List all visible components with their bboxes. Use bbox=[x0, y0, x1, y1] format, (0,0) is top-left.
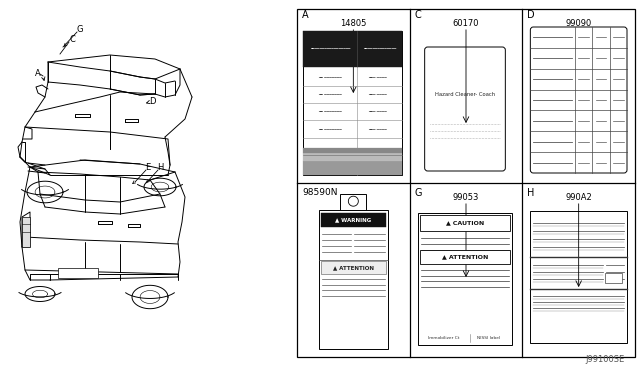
Text: A: A bbox=[35, 70, 41, 78]
Text: 99090: 99090 bbox=[566, 19, 592, 28]
Bar bbox=[303, 148, 402, 153]
Bar bbox=[321, 213, 386, 227]
Text: ─── ────: ─── ──── bbox=[367, 76, 387, 80]
Text: H: H bbox=[527, 188, 534, 198]
Text: ▲ ATTENTION: ▲ ATTENTION bbox=[333, 265, 374, 270]
Text: C: C bbox=[69, 35, 75, 45]
Text: G: G bbox=[77, 26, 83, 35]
Text: A: A bbox=[302, 10, 308, 20]
Text: ─────────────────: ───────────────── bbox=[310, 47, 351, 51]
Text: D: D bbox=[527, 10, 535, 20]
Bar bbox=[303, 161, 402, 175]
Bar bbox=[303, 153, 402, 161]
Bar bbox=[418, 213, 513, 345]
Text: ▲ ATTENTION: ▲ ATTENTION bbox=[442, 254, 488, 260]
Text: ─── ────: ─── ──── bbox=[367, 110, 387, 114]
Text: ─── ────: ─── ──── bbox=[367, 128, 387, 132]
Text: J99100SE: J99100SE bbox=[586, 355, 625, 364]
FancyBboxPatch shape bbox=[425, 47, 506, 171]
Text: 990A2: 990A2 bbox=[565, 192, 592, 202]
Text: 14805: 14805 bbox=[340, 19, 367, 28]
Text: ── ───────: ── ─────── bbox=[318, 76, 342, 80]
Bar bbox=[420, 215, 510, 231]
Text: E: E bbox=[145, 163, 150, 171]
Text: H: H bbox=[157, 163, 163, 171]
Text: C: C bbox=[415, 10, 421, 20]
Bar bbox=[303, 31, 402, 175]
Bar bbox=[531, 211, 627, 343]
Text: D: D bbox=[148, 97, 156, 106]
Text: NISSI label: NISSI label bbox=[477, 336, 500, 340]
Bar bbox=[340, 194, 366, 210]
Text: G: G bbox=[415, 188, 422, 198]
Bar bbox=[605, 273, 622, 283]
Text: ──────────────: ────────────── bbox=[364, 47, 397, 51]
Text: 99053: 99053 bbox=[453, 192, 479, 202]
Bar bbox=[319, 210, 388, 349]
Bar bbox=[420, 250, 510, 264]
Text: ── ───────: ── ─────── bbox=[318, 93, 342, 97]
Bar bbox=[303, 31, 402, 67]
Text: Immobilizer Ct: Immobilizer Ct bbox=[428, 336, 460, 340]
Bar bbox=[297, 9, 635, 357]
Bar bbox=[22, 217, 30, 247]
Text: ── ───────: ── ─────── bbox=[318, 128, 342, 132]
Text: 60170: 60170 bbox=[452, 19, 479, 28]
Bar bbox=[321, 261, 386, 274]
Text: ▲ CAUTION: ▲ CAUTION bbox=[446, 221, 484, 225]
Text: Hazard Cleaner- Coach: Hazard Cleaner- Coach bbox=[435, 92, 495, 97]
FancyBboxPatch shape bbox=[531, 27, 627, 173]
Bar bbox=[58, 268, 98, 278]
Text: 98590N: 98590N bbox=[302, 188, 337, 197]
Text: ─── ────: ─── ──── bbox=[367, 93, 387, 97]
Text: ▲ WARNING: ▲ WARNING bbox=[335, 218, 371, 222]
Polygon shape bbox=[348, 196, 358, 206]
Text: ── ───────: ── ─────── bbox=[318, 110, 342, 114]
